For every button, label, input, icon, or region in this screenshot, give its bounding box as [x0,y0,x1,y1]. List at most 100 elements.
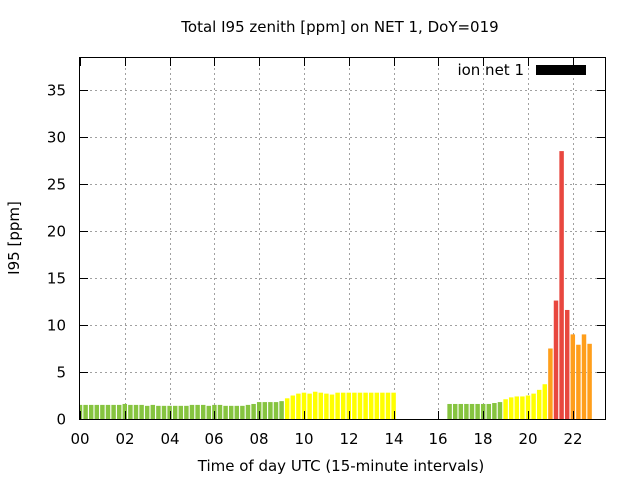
bar [139,404,144,419]
bar [273,402,279,419]
y-tick-label: 25 [47,176,66,194]
legend-label: ion net 1 [457,61,524,79]
bar [564,309,570,419]
bar [105,404,111,419]
bar [156,405,161,419]
bar [128,404,133,419]
bar [385,392,391,419]
bar [167,405,172,419]
bar [256,402,262,419]
bar [587,343,592,419]
bar [318,392,324,419]
bar [296,393,301,419]
y-tick-label: 10 [47,317,66,335]
x-tick-label: 04 [160,430,179,448]
bar [284,398,290,419]
bar [290,395,296,419]
bar [268,402,273,419]
bar [122,403,128,419]
tick-labels: 0 5 10 15 20 25 30 35 00 02 04 06 08 10 12 14 16 18 20 22 [47,82,583,449]
bar [324,393,329,419]
bar [312,391,318,419]
bar [340,392,346,419]
x-axis-label: Time of day UTC (15-minute intervals) [197,457,484,475]
bar [553,300,559,419]
x-tick-label: 02 [115,430,134,448]
bar [228,405,234,419]
x-tick-label: 00 [70,430,89,448]
bar [217,404,223,419]
bar [172,405,178,419]
x-tick-label: 12 [339,430,358,448]
bar [368,392,374,419]
bar [508,397,514,419]
x-tick-label: 10 [294,430,313,448]
bar [189,404,195,419]
plot-frame [79,57,606,420]
x-tick-label: 18 [473,430,492,448]
bar [352,392,357,419]
bar [492,403,497,419]
bar [133,404,139,419]
bar [469,403,475,419]
bar [184,405,189,419]
bar [542,384,548,419]
bar [570,334,576,419]
bar [83,404,88,419]
bar [111,404,116,419]
bar [374,392,380,419]
y-tick-label: 0 [56,411,66,429]
y-tick-label: 35 [47,82,66,100]
bar [548,348,553,419]
bar [576,344,581,419]
x-tick-label: 14 [384,430,403,448]
bar [497,402,503,419]
bar [301,392,307,419]
bar [391,392,396,419]
bar [363,392,368,419]
y-tick-label: 20 [47,223,66,241]
bar [279,401,284,419]
bar [144,405,150,419]
bar [100,404,105,419]
bar [531,393,536,419]
bar [486,403,492,419]
bar [200,404,206,419]
bar [329,394,335,419]
bar [88,404,94,419]
bar [150,404,156,419]
bar [240,405,245,419]
legend-swatch [536,65,586,75]
y-tick-label: 5 [56,364,66,382]
bar [559,151,564,419]
chart-title: Total I95 zenith [ppm] on NET 1, DoY=019 [180,18,498,36]
y-axis-label: I95 [ppm] [5,201,23,275]
bar [503,399,508,419]
bar [223,405,228,419]
bar [536,389,542,419]
bar [380,392,385,419]
bar [94,404,100,419]
grid-lines [80,58,605,419]
bar [520,396,525,419]
bar [262,402,268,419]
bar [447,403,452,419]
bar [234,405,240,419]
bar [514,396,520,419]
bar [458,403,464,419]
x-tick-label: 06 [204,430,223,448]
bar [307,393,312,419]
bar [206,405,212,419]
bar [80,404,83,419]
bar [245,404,251,419]
bar [178,405,184,419]
bar [581,334,587,419]
bar [116,404,122,419]
x-tick-label: 16 [428,430,447,448]
x-tick-label: 22 [563,430,582,448]
axis-ticks [80,58,605,420]
bar [251,403,256,419]
x-tick-label: 08 [249,430,268,448]
bar [161,405,167,419]
